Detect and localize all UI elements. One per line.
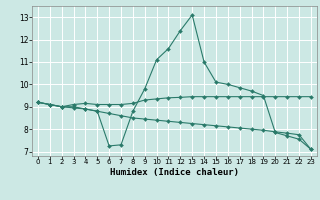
X-axis label: Humidex (Indice chaleur): Humidex (Indice chaleur): [110, 168, 239, 177]
